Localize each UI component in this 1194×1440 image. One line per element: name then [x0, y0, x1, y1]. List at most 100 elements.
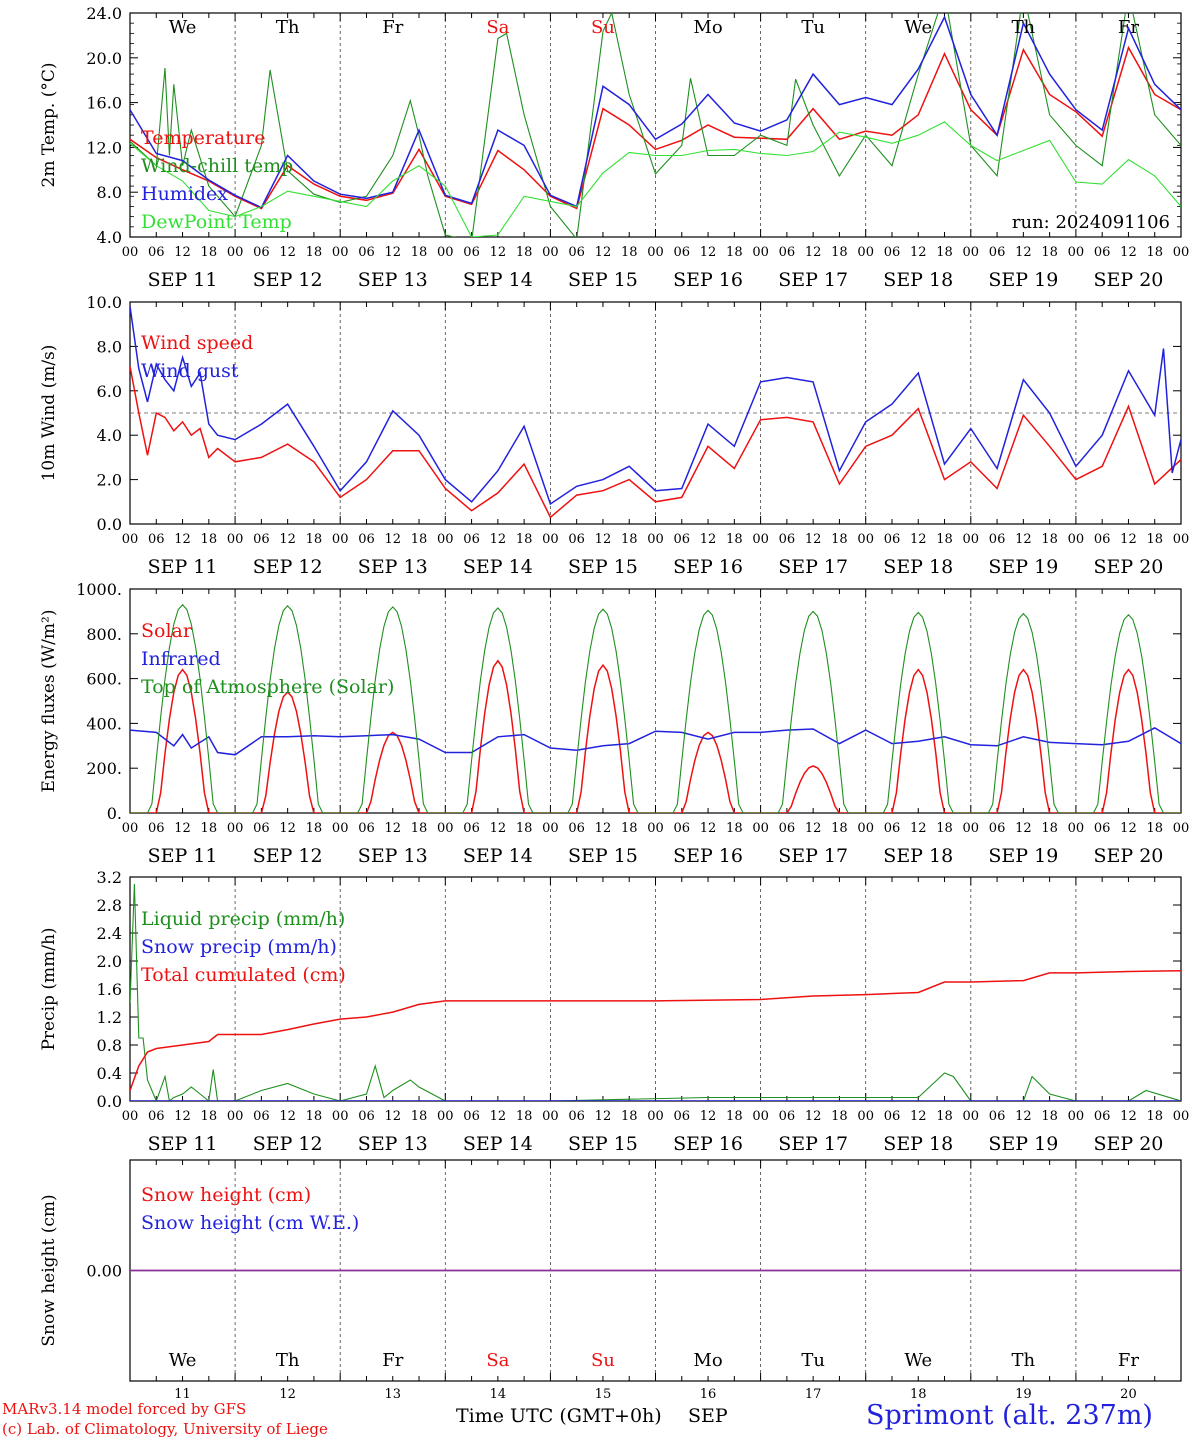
temp-y-tick-label: 12.0: [86, 138, 122, 157]
energy-hour-label: 18: [201, 821, 218, 836]
precip-hour-label: 12: [595, 1109, 612, 1124]
wind-hour-label: 00: [1173, 532, 1190, 547]
temp-hour-label: 18: [306, 245, 323, 260]
day-number-label: 12: [279, 1387, 296, 1402]
energy-legend-entry: Infrared: [141, 648, 221, 670]
wind-hour-label: 00: [332, 532, 349, 547]
energy-hour-label: 00: [752, 821, 769, 836]
energy-hour-label: 12: [279, 821, 296, 836]
energy-hour-label: 18: [726, 821, 743, 836]
day-number-label: 11: [174, 1387, 191, 1402]
wind-hour-label: 06: [884, 532, 901, 547]
wind-hour-label: 06: [463, 532, 480, 547]
energy-hour-label: 06: [358, 821, 375, 836]
temp-legend-entry: Humidex: [141, 183, 228, 205]
temp-hour-label: 18: [516, 245, 533, 260]
precip-hour-label: 00: [857, 1109, 874, 1124]
energy-hour-label: 00: [963, 821, 980, 836]
wind-hour-label: 00: [857, 532, 874, 547]
wind-hour-label: 00: [437, 532, 454, 547]
precip-hour-label: 12: [174, 1109, 191, 1124]
energy-frame: [129, 588, 1182, 814]
temp-hour-label: 12: [1015, 245, 1032, 260]
precip-y-tick-label: 1.6: [97, 980, 122, 999]
precip-y-tick-label: 1.2: [97, 1008, 122, 1027]
wind-hour-label: 00: [647, 532, 664, 547]
temp-hour-label: 00: [122, 245, 139, 260]
precip-date-label: SEP 20: [1094, 1133, 1164, 1155]
weekday-label: Fr: [1118, 17, 1139, 38]
wind-hour-label: 18: [936, 532, 953, 547]
wind-hour-label: 18: [1041, 532, 1058, 547]
temp-date-label: SEP 17: [778, 269, 848, 291]
energy-hour-label: 12: [595, 821, 612, 836]
energy-hour-label: 06: [779, 821, 796, 836]
precip-hour-label: 12: [1015, 1109, 1032, 1124]
precip-hour-label: 12: [700, 1109, 717, 1124]
energy-y-tick-label: 0.: [107, 804, 122, 823]
weekday-label: Th: [1012, 17, 1036, 38]
wind-hour-label: 18: [516, 532, 533, 547]
temp-date-label: SEP 14: [463, 269, 533, 291]
wind-series-line-1: [130, 366, 1181, 519]
energy-hour-label: 06: [568, 821, 585, 836]
energy-hour-label: 06: [148, 821, 165, 836]
precip-hour-label: 12: [805, 1109, 822, 1124]
temp-series-line-3: [130, 15, 1181, 209]
weekday-label: Th: [276, 1350, 300, 1371]
precip-hour-label: 06: [253, 1109, 270, 1124]
day-number-label: 18: [910, 1387, 927, 1402]
temp-y-tick-label: 24.0: [86, 4, 122, 23]
precip-hour-label: 18: [201, 1109, 218, 1124]
wind-y-tick-label: 8.0: [97, 337, 122, 356]
wind-y-tick-label: 4.0: [97, 426, 122, 445]
temp-hour-label: 18: [726, 245, 743, 260]
energy-hour-label: 18: [1146, 821, 1163, 836]
temp-hour-label: 00: [857, 245, 874, 260]
weekday-label: Su: [591, 1350, 615, 1371]
weekday-label: Th: [276, 17, 300, 38]
wind-y-tick-label: 10.0: [86, 293, 122, 312]
wind-hour-label: 18: [306, 532, 323, 547]
precip-hour-label: 06: [568, 1109, 585, 1124]
weekday-label: Fr: [1118, 1350, 1139, 1371]
precip-hour-label: 18: [306, 1109, 323, 1124]
temp-hour-label: 00: [647, 245, 664, 260]
precip-date-label: SEP 17: [778, 1133, 848, 1155]
energy-y-tick-label: 400.: [86, 714, 122, 733]
energy-y-tick-label: 200.: [86, 759, 122, 778]
wind-date-label: SEP 18: [883, 556, 953, 578]
temp-hour-label: 06: [148, 245, 165, 260]
wind-hour-label: 00: [752, 532, 769, 547]
energy-legend-entry: Solar: [141, 620, 193, 642]
day-number-label: 14: [490, 1387, 507, 1402]
temp-hour-label: 06: [568, 245, 585, 260]
wind-y-tick-label: 6.0: [97, 382, 122, 401]
temp-hour-label: 00: [227, 245, 244, 260]
wind-hour-label: 12: [910, 532, 927, 547]
wind-date-label: SEP 14: [463, 556, 533, 578]
precip-hour-label: 00: [963, 1109, 980, 1124]
precip-hour-label: 06: [884, 1109, 901, 1124]
weekday-label: Th: [1012, 1350, 1036, 1371]
wind-hour-label: 06: [674, 532, 691, 547]
wind-y-axis-label: 10m Wind (m/s): [39, 345, 59, 482]
weekday-label: Mo: [693, 17, 722, 38]
energy-hour-label: 06: [989, 821, 1006, 836]
temp-hour-label: 12: [910, 245, 927, 260]
wind-legend-entry: Wind speed: [141, 332, 253, 354]
wind-hour-label: 12: [490, 532, 507, 547]
wind-hour-label: 18: [1146, 532, 1163, 547]
precip-hour-label: 18: [621, 1109, 638, 1124]
wind-hour-label: 06: [148, 532, 165, 547]
wind-hour-label: 12: [1015, 532, 1032, 547]
precip-hour-label: 06: [358, 1109, 375, 1124]
precip-y-tick-label: 2.0: [97, 952, 122, 971]
temp-hour-label: 18: [411, 245, 428, 260]
precip-date-label: SEP 15: [568, 1133, 638, 1155]
temp-hour-label: 12: [384, 245, 401, 260]
precip-hour-label: 18: [936, 1109, 953, 1124]
wind-hour-label: 06: [779, 532, 796, 547]
wind-hour-label: 00: [542, 532, 559, 547]
